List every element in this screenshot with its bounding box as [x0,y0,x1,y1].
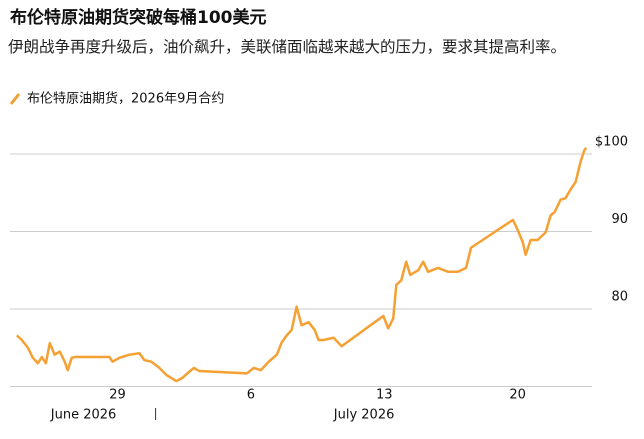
month-label: June 2026 [50,408,117,423]
x-tick-label: 6 [247,388,255,403]
y-tick-label: 80 [611,290,628,305]
chart-subtitle: 伊朗战争再度升级后，油价飙升，美联储面临越来越大的压力，要求其提高利率。 [8,38,567,56]
legend-label: 布伦特原油期货，2026年9月合约 [27,91,224,107]
month-label: July 2026 [333,408,395,423]
y-tick-label: 90 [611,212,628,227]
subtitle-box: 伊朗战争再度升级后，油价飙升，美联储面临越来越大的压力，要求其提高利率。 [8,38,567,56]
x-tick-label: 20 [509,388,526,403]
x-tick-label: 13 [376,388,393,403]
legend-swatch [9,93,21,105]
price-line [16,147,588,383]
y-tick-label: $100 [595,135,628,150]
chart-title: 布伦特原油期货突破每桶100美元 [10,7,267,28]
x-tick-label: 29 [109,388,126,403]
